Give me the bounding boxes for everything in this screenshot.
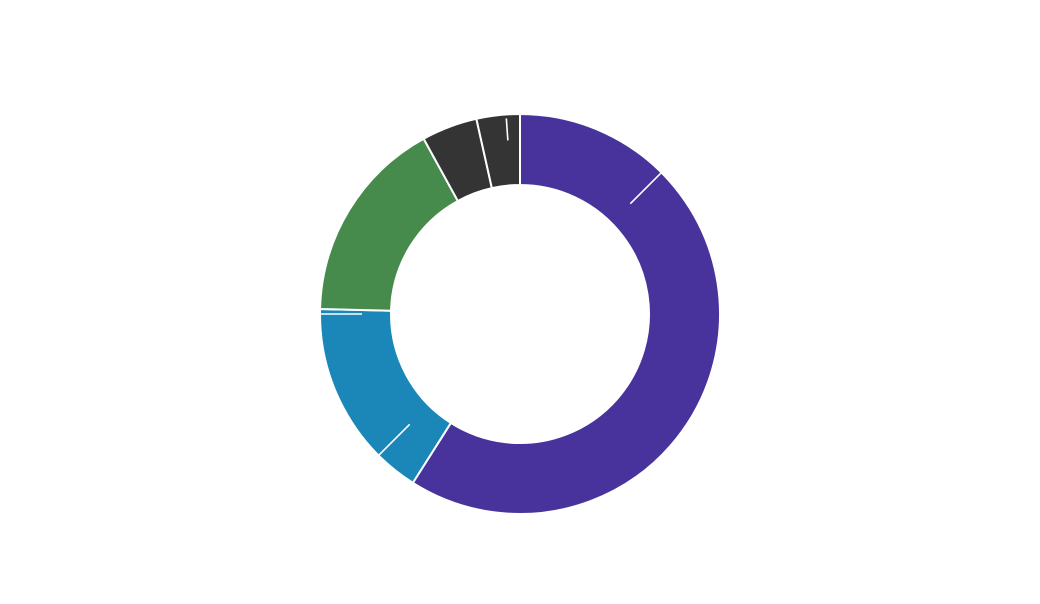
label-tick-4 [505, 118, 509, 141]
label-ticks-group [320, 118, 668, 461]
label-tick-2 [373, 423, 411, 461]
donut-slice-5[interactable] [475, 112, 521, 190]
donut-slice-1[interactable] [411, 112, 721, 515]
slices-group [319, 112, 721, 515]
label-tick-1 [629, 166, 668, 205]
